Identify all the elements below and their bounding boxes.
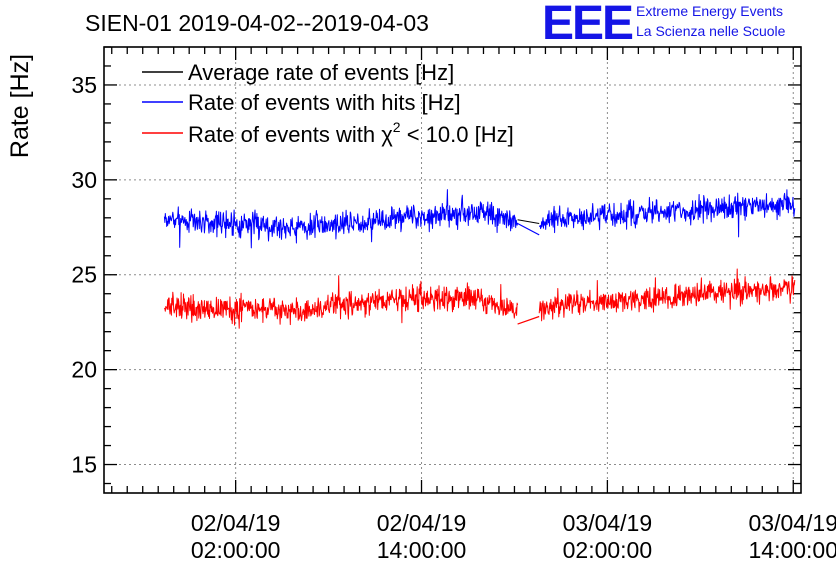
x-tick-label-date: 02/04/19	[377, 510, 467, 536]
y-axis-label: Rate [Hz]	[6, 54, 34, 158]
x-tick-label-time: 02:00:00	[563, 537, 653, 563]
y-tick-label: 35	[71, 72, 97, 98]
legend-label-chi2: Rate of events with χ2 < 10.0 [Hz]	[188, 119, 514, 147]
y-tick-label: 25	[71, 262, 97, 288]
legend-chi2-prefix: Rate of events with	[188, 122, 381, 147]
logo-line-2: La Scienza nelle Scuole	[636, 23, 786, 39]
x-tick-label-time: 14:00:00	[748, 537, 836, 563]
grid	[104, 47, 801, 493]
x-tick-label-time: 02:00:00	[191, 537, 281, 563]
logo-line-1: Extreme Energy Events	[636, 3, 784, 19]
legend-label-average: Average rate of events [Hz]	[188, 60, 454, 85]
legend: Average rate of events [Hz] Rate of even…	[142, 60, 514, 147]
y-tick-label: 15	[71, 452, 97, 478]
series-gap-line-chi	[517, 315, 540, 325]
y-tick-label: 30	[71, 167, 97, 193]
x-tick-label-date: 02/04/19	[191, 510, 281, 536]
y-tick-label: 20	[71, 357, 97, 383]
series-line-chi	[163, 275, 519, 329]
axis-ticks	[104, 46, 801, 493]
eee-logo: EEE	[542, 0, 634, 50]
legend-chi2-symbol: χ	[381, 122, 393, 147]
series-line-hits	[163, 189, 519, 249]
legend-label-hits: Rate of events with hits [Hz]	[188, 90, 461, 115]
series-avg	[517, 219, 540, 224]
series-line-chi	[538, 268, 796, 322]
x-tick-label-date: 03/04/19	[563, 510, 653, 536]
axis-tick-labels: 152025303502/04/1902:00:0002/04/1914:00:…	[71, 72, 836, 563]
series-hits	[163, 189, 796, 249]
series-gap-line-hits	[517, 222, 540, 236]
series-line-hits	[538, 189, 796, 238]
series-chi	[163, 268, 796, 329]
x-tick-label-time: 14:00:00	[377, 537, 467, 563]
x-tick-label-date: 03/04/19	[748, 510, 836, 536]
legend-chi2-sup: 2	[393, 119, 401, 135]
legend-chi2-suffix: < 10.0 [Hz]	[401, 122, 514, 147]
chart-title: SIEN-01 2019-04-02--2019-04-03	[85, 10, 429, 36]
series-layer	[163, 189, 796, 329]
series-line-avg	[517, 219, 540, 224]
